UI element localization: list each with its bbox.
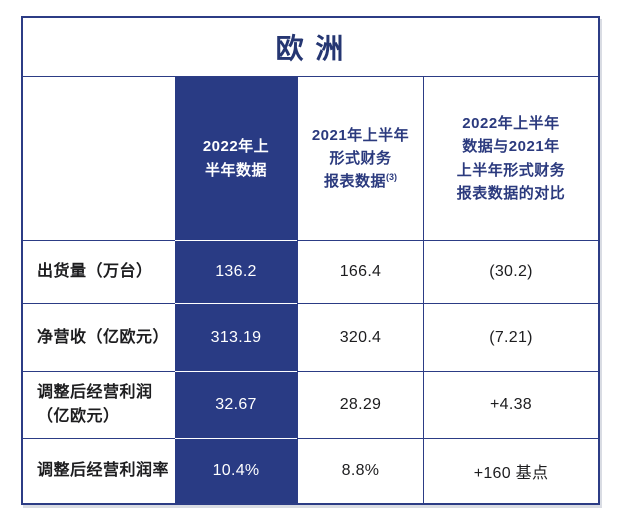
row-label: 调整后经营利润 （亿欧元）	[23, 371, 175, 438]
cell-2021-h1: 320.4	[297, 303, 423, 371]
column-header-comparison: 2022年上半年 数据与2021年 上半年形式财务 报表数据的对比	[423, 77, 598, 240]
cell-2021-h1: 28.29	[297, 371, 423, 438]
header-empty-cell	[23, 77, 175, 240]
column-header-2021-h1-label: 2021年上半年 形式财务 报表数据(3)	[312, 124, 409, 194]
cell-change: (7.21)	[423, 303, 598, 371]
row-label: 调整后经营利润率	[23, 438, 175, 503]
cell-change: +160 基点	[423, 438, 598, 503]
footnote-marker: (3)	[386, 172, 397, 183]
cell-2021-h1: 166.4	[297, 240, 423, 303]
europe-data-table: 欧 洲 2022年上 半年数据 2021年上半年 形式财务 报表数据(3) 20…	[21, 16, 600, 505]
table-title: 欧 洲	[23, 18, 598, 77]
column-header-2022-h1: 2022年上 半年数据	[175, 77, 297, 240]
cell-change: +4.38	[423, 371, 598, 438]
cell-2022-h1: 136.2	[175, 240, 297, 303]
column-header-2022-h1-label: 2022年上 半年数据	[202, 138, 270, 179]
cell-2022-h1: 32.67	[175, 371, 297, 438]
column-header-comparison-label: 2022年上半年 数据与2021年 上半年形式财务 报表数据的对比	[456, 115, 566, 202]
cell-2022-h1: 10.4%	[175, 438, 297, 503]
cell-change: (30.2)	[423, 240, 598, 303]
column-header-2021-h1-text: 2021年上半年 形式财务 报表数据	[311, 126, 410, 191]
column-header-2021-h1: 2021年上半年 形式财务 报表数据(3)	[297, 77, 423, 240]
row-label: 出货量（万台）	[23, 240, 175, 303]
cell-2021-h1: 8.8%	[297, 438, 423, 503]
row-label: 净营收（亿欧元）	[23, 303, 175, 371]
cell-2022-h1: 313.19	[175, 303, 297, 371]
